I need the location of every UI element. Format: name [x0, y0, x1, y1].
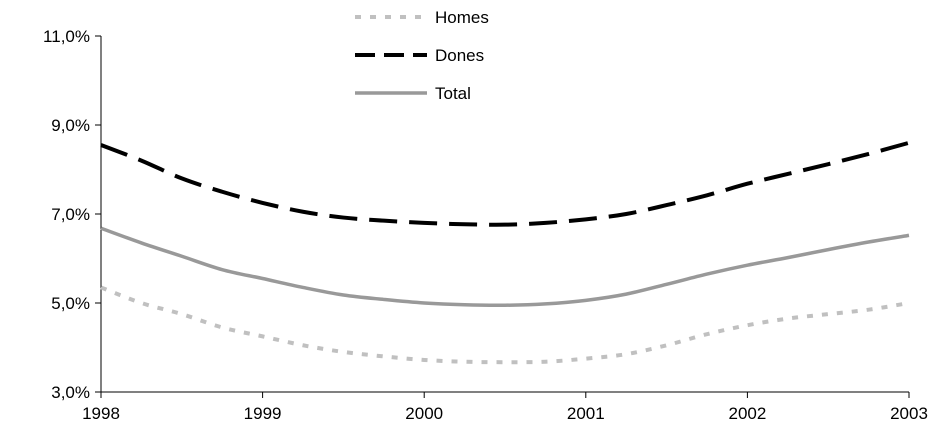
x-tick-label: 2001	[567, 404, 605, 423]
x-axis: 1998 1999 2000 2001 2002 2003	[82, 391, 928, 423]
series-line-homes	[100, 285, 910, 365]
x-tick-label: 1999	[244, 404, 282, 423]
x-tick-label: 2002	[728, 404, 766, 423]
y-tick-label: 5,0%	[51, 294, 90, 313]
y-tick-label: 3,0%	[51, 383, 90, 402]
series-line-total	[100, 226, 910, 308]
legend-label-total: Total	[435, 84, 471, 103]
legend-label-homes: Homes	[435, 8, 489, 27]
x-tick-label: 2003	[890, 404, 928, 423]
legend: Homes Dones Total	[355, 8, 489, 103]
y-tick-label: 9,0%	[51, 116, 90, 135]
x-tick-label: 1998	[82, 404, 120, 423]
y-axis: 3,0% 5,0% 7,0% 9,0% 11,0%	[43, 27, 102, 402]
y-tick-label: 7,0%	[51, 205, 90, 224]
x-tick-label: 2000	[405, 404, 443, 423]
series-line-dones	[100, 140, 910, 227]
y-tick-label: 11,0%	[43, 27, 90, 46]
legend-label-dones: Dones	[435, 46, 484, 65]
series-lines	[100, 140, 910, 365]
